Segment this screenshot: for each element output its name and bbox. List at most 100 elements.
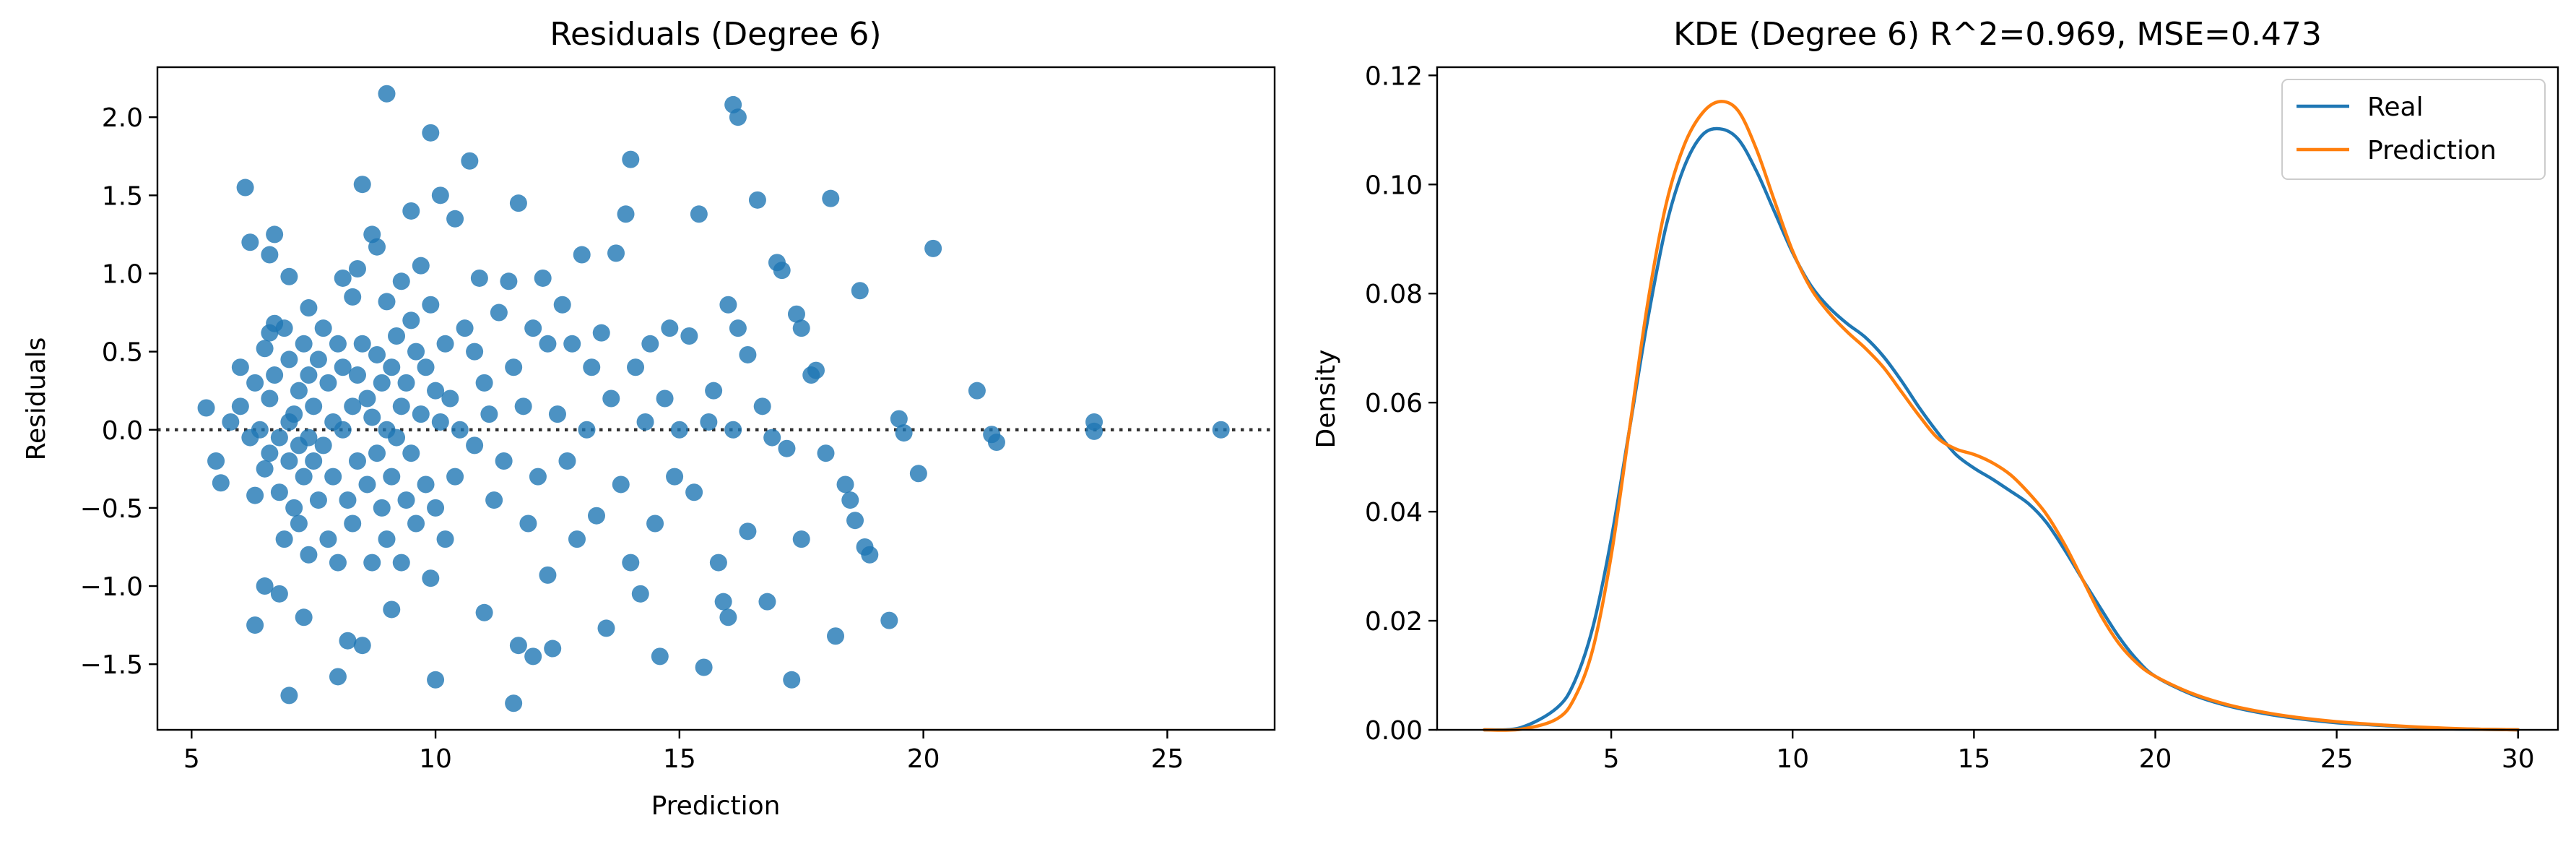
residual-point [397, 374, 415, 392]
residual-point [295, 335, 313, 353]
residual-point [261, 389, 279, 408]
residual-point [319, 374, 337, 392]
residual-point [924, 239, 942, 257]
residual-point [348, 452, 366, 470]
residual-point [1085, 422, 1103, 440]
residual-point [787, 305, 805, 323]
residual-point [773, 262, 791, 280]
residual-point [817, 444, 835, 462]
legend-label-real: Real [2367, 92, 2424, 122]
residual-point [329, 668, 347, 686]
residual-point [739, 522, 757, 541]
residual-point [353, 335, 371, 353]
residuals-y-ticks: −1.5 −1.0 −0.5 0.0 0.5 1.0 1.5 2.0 [80, 103, 157, 680]
residual-point [197, 399, 215, 417]
residual-point [402, 444, 420, 462]
residual-point [261, 246, 279, 264]
residual-point [622, 150, 640, 168]
residual-point [807, 361, 825, 379]
x-tick-label: 15 [1957, 744, 1990, 774]
residual-point [207, 452, 225, 470]
residual-point [251, 421, 269, 439]
residual-point [666, 468, 684, 486]
residual-point [680, 327, 698, 345]
residual-point [480, 405, 498, 423]
residual-point [861, 546, 879, 564]
residual-point [451, 421, 469, 439]
residual-point [505, 358, 523, 376]
kde-lines [1483, 100, 2520, 732]
residual-point [890, 410, 908, 428]
residual-point [427, 382, 445, 400]
residual-point [222, 413, 240, 431]
residual-point [392, 272, 410, 290]
kde-y-label: Density [1311, 350, 1341, 449]
residual-point [729, 108, 747, 126]
residual-point [309, 350, 327, 369]
residual-point [290, 514, 308, 533]
residual-point [490, 303, 508, 322]
residual-point [880, 611, 898, 629]
residual-point [417, 358, 435, 376]
residual-point [402, 311, 420, 330]
residual-point [402, 202, 420, 220]
y-tick-label: 0.12 [1365, 61, 1423, 91]
residual-point [280, 452, 298, 470]
residual-point [627, 358, 645, 376]
residual-point [329, 554, 347, 572]
residual-point [617, 205, 635, 223]
residual-point [475, 374, 493, 392]
residual-point [392, 554, 410, 572]
residual-point [836, 475, 854, 494]
residual-point [441, 389, 459, 408]
residual-point [300, 429, 318, 447]
residual-point [363, 554, 381, 572]
residual-point [509, 194, 527, 212]
residual-point [763, 429, 781, 447]
residual-point [695, 658, 713, 676]
residual-point [407, 343, 425, 361]
residual-point [261, 444, 279, 462]
residual-point [568, 530, 586, 548]
y-tick-label: 0.10 [1365, 171, 1423, 200]
residual-point [534, 269, 552, 287]
residual-point [466, 343, 484, 361]
residual-point [758, 593, 776, 611]
residual-point [314, 319, 332, 337]
residual-point [461, 152, 479, 170]
residual-point [412, 257, 430, 275]
residual-point [436, 335, 454, 353]
y-tick-label: 0.5 [102, 338, 143, 368]
residual-point [407, 514, 425, 533]
residual-point [529, 468, 547, 486]
residual-point [719, 296, 737, 314]
residual-point [368, 345, 386, 363]
x-tick-label: 5 [1603, 744, 1620, 774]
residual-point [739, 345, 757, 363]
residual-point [519, 514, 537, 533]
residual-point [646, 514, 664, 533]
residual-point [348, 366, 366, 384]
y-tick-label: 0.00 [1365, 716, 1423, 746]
residual-point [553, 296, 571, 314]
residual-point [344, 397, 362, 415]
residual-point [602, 389, 620, 408]
residual-point [846, 512, 864, 530]
residual-point [539, 335, 557, 353]
y-tick-label: −1.0 [80, 572, 143, 602]
residual-point [544, 640, 562, 658]
y-tick-label: 1.5 [102, 181, 143, 211]
residual-point [456, 319, 474, 337]
residual-point [851, 282, 869, 300]
residual-point [256, 577, 274, 595]
residual-point [329, 335, 347, 353]
residual-point [241, 233, 259, 251]
residual-point [641, 335, 659, 353]
residual-point [246, 486, 264, 504]
y-tick-label: −1.5 [80, 650, 143, 680]
kde-line-prediction [1483, 100, 2520, 732]
residual-point [431, 186, 449, 204]
residual-point [622, 554, 640, 572]
x-tick-label: 30 [2502, 744, 2535, 774]
residual-point [412, 405, 430, 423]
